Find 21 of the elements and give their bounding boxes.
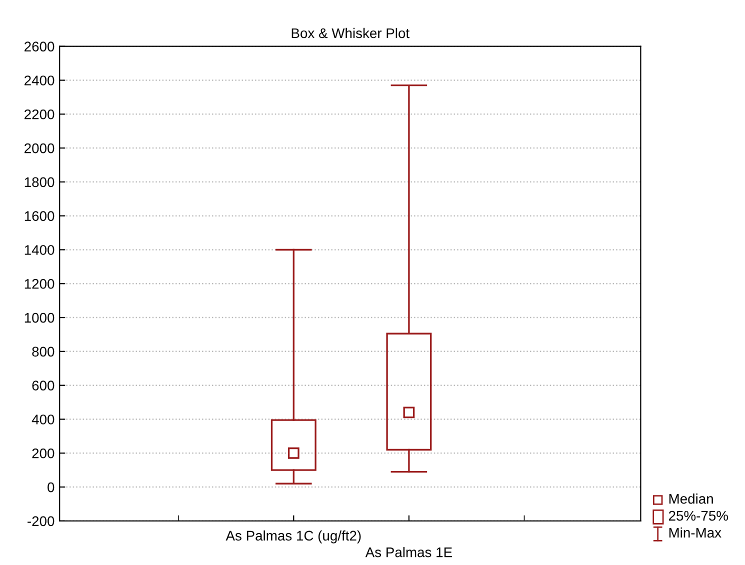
text: 25%-75% [668, 510, 728, 521]
x-tick-label: As Palmas 1E [365, 547, 452, 558]
y-tick-label: 600 [32, 380, 54, 390]
text: Min-Max [669, 527, 722, 538]
y-tick-label: -200 [28, 516, 54, 526]
y-tick-label: 1000 [24, 312, 54, 323]
y-tick-label: 400 [32, 414, 54, 424]
y-tick-label: 1600 [24, 211, 54, 221]
text: Median [669, 494, 713, 504]
y-tick-label: 0 [48, 482, 54, 492]
y-tick-label: 1800 [24, 177, 54, 188]
y-tick-label: 2600 [24, 42, 54, 52]
x-tick-label: As Palmas 1C (ug/ft2) [226, 530, 361, 544]
y-tick-label: 2400 [24, 76, 54, 86]
chart-title: Box & Whisker Plot [292, 28, 410, 38]
y-tick-label: 1200 [24, 278, 54, 289]
y-tick-label: 2000 [24, 143, 54, 154]
y-tick-label: 200 [32, 448, 54, 458]
y-tick-label: 1400 [24, 245, 54, 255]
y-tick-label: 800 [32, 346, 54, 357]
y-tick-label: 2200 [24, 109, 54, 120]
